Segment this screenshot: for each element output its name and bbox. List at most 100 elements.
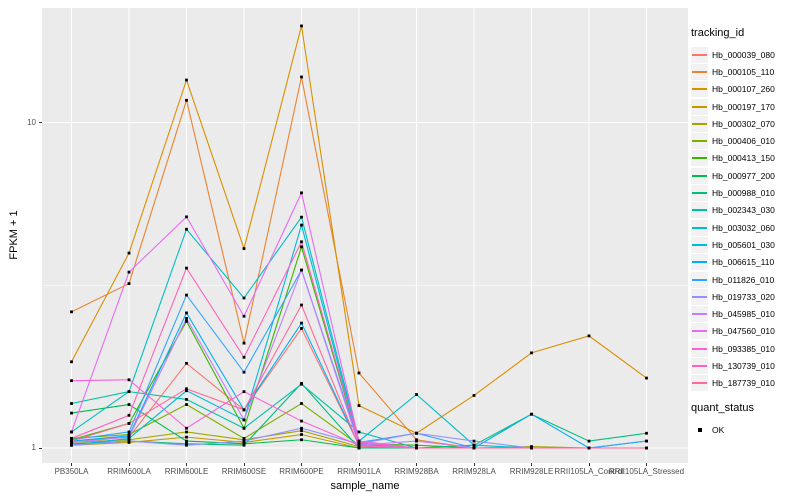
legend-swatch-line [692, 105, 707, 108]
data-point-marker [242, 390, 246, 394]
data-point-marker [472, 446, 476, 450]
quant-status-item: OK [691, 421, 797, 438]
data-point-marker [242, 418, 246, 422]
data-point-marker [587, 446, 591, 450]
legend-item: Hb_011826_010 [691, 271, 797, 288]
x-tick-label: RRIM928LE [509, 467, 554, 476]
legend-key [691, 357, 708, 374]
legend-item: Hb_002343_030 [691, 202, 797, 219]
legend-item: Hb_005601_030 [691, 236, 797, 253]
legend-swatch-line [692, 140, 707, 143]
legend-item-label: Hb_002343_030 [712, 205, 775, 216]
data-point-marker [242, 355, 246, 359]
legend-item: Hb_019733_020 [691, 288, 797, 305]
legend-key [691, 150, 708, 167]
data-point-marker [300, 433, 303, 436]
legend-swatch-line [692, 122, 707, 125]
x-tick-label: RRIM928LA [452, 467, 496, 476]
legend-item-label: Hb_130739_010 [712, 360, 775, 371]
data-point-marker [185, 430, 188, 434]
legend-item-label: Hb_011826_010 [712, 274, 775, 285]
data-point-marker [185, 78, 188, 82]
data-point-marker [587, 439, 591, 443]
data-point-marker [242, 247, 246, 250]
legend-key [691, 133, 708, 150]
legend-item-label: Hb_000302_070 [712, 118, 775, 129]
data-point-marker [185, 398, 188, 401]
data-point-marker [645, 446, 648, 450]
legend-key [691, 254, 708, 271]
legend-item: Hb_003032_060 [691, 219, 797, 236]
data-point-marker [127, 439, 131, 443]
data-point-marker [242, 426, 246, 430]
legend-item-label: Hb_187739_010 [712, 378, 775, 389]
data-point-marker [127, 435, 131, 439]
legend-item: Hb_000977_200 [691, 167, 797, 184]
legend-swatch-line [692, 313, 707, 316]
data-point-marker [127, 430, 131, 434]
legend-swatch-line [692, 295, 707, 298]
legend-swatch-line [692, 330, 707, 333]
data-point-marker [300, 245, 303, 249]
quant-status-items: OK [691, 421, 797, 438]
data-point-marker [242, 437, 246, 440]
data-point-marker [530, 412, 533, 416]
legend-key [691, 340, 708, 357]
legend-key [691, 306, 708, 323]
legend-swatch-line [692, 192, 707, 195]
y-tick-mark [39, 122, 42, 123]
x-tick-label: RRIM600LE [164, 467, 209, 476]
data-point-marker [242, 408, 246, 412]
legend-swatch-line [692, 364, 707, 367]
legend-item-label: Hb_093385_010 [712, 343, 775, 354]
legend-item: Hb_006615_110 [691, 254, 797, 271]
legend-item-label: Hb_000988_010 [712, 188, 775, 199]
data-point-marker [357, 430, 361, 434]
legend-item-label: Hb_000197_170 [712, 101, 775, 112]
legend-item: Hb_000302_070 [691, 115, 797, 132]
legend-item-label: Hb_000039_080 [712, 49, 775, 60]
data-point-marker [645, 439, 648, 443]
data-point-marker [185, 435, 188, 439]
data-point-marker [300, 438, 303, 442]
legend-key [691, 375, 708, 392]
data-point-marker [645, 431, 648, 435]
data-point-marker [415, 446, 418, 450]
legend-item: Hb_000039_080 [691, 46, 797, 63]
data-point-marker [242, 370, 246, 374]
x-tick-label: RRII105LA_Control [554, 467, 624, 476]
legend-swatch-line [692, 278, 707, 281]
data-point-marker [472, 443, 476, 447]
data-point-marker [127, 413, 131, 417]
data-point-marker [530, 351, 533, 355]
data-point-marker [300, 24, 303, 28]
legend-swatch-line [692, 347, 707, 350]
x-tick-label: RRIM600SE [221, 467, 267, 476]
legend-key [691, 271, 708, 288]
data-point-marker [415, 439, 418, 443]
legend-swatch-line [692, 157, 707, 160]
legend-key [691, 115, 708, 132]
data-point-marker [300, 215, 303, 219]
y-tick-label: 1 [31, 443, 36, 452]
x-tick-mark [646, 463, 647, 466]
data-point-marker [70, 430, 73, 434]
legend-item: Hb_000988_010 [691, 184, 797, 202]
x-tick-label: RRIM901LA [337, 467, 381, 476]
data-point-marker [70, 360, 73, 364]
data-point-marker [185, 317, 188, 320]
legend-swatch-line [692, 53, 707, 56]
data-point-marker [587, 334, 591, 338]
data-point-marker [70, 379, 73, 383]
data-point-marker [127, 251, 131, 255]
legend-item-label: Hb_000105_110 [712, 66, 775, 77]
data-point-marker [530, 446, 533, 450]
legend-item-label: Hb_000977_200 [712, 170, 775, 181]
legend-key [691, 288, 708, 305]
legend-swatch-line [692, 70, 707, 73]
data-point-marker [127, 390, 131, 394]
legend-key [691, 46, 708, 63]
legend-items: Hb_000039_080 Hb_000105_110 Hb_000107_260 H… [691, 46, 797, 392]
x-tick-label: RRIM600LA [107, 467, 151, 476]
data-point-marker [242, 341, 246, 345]
